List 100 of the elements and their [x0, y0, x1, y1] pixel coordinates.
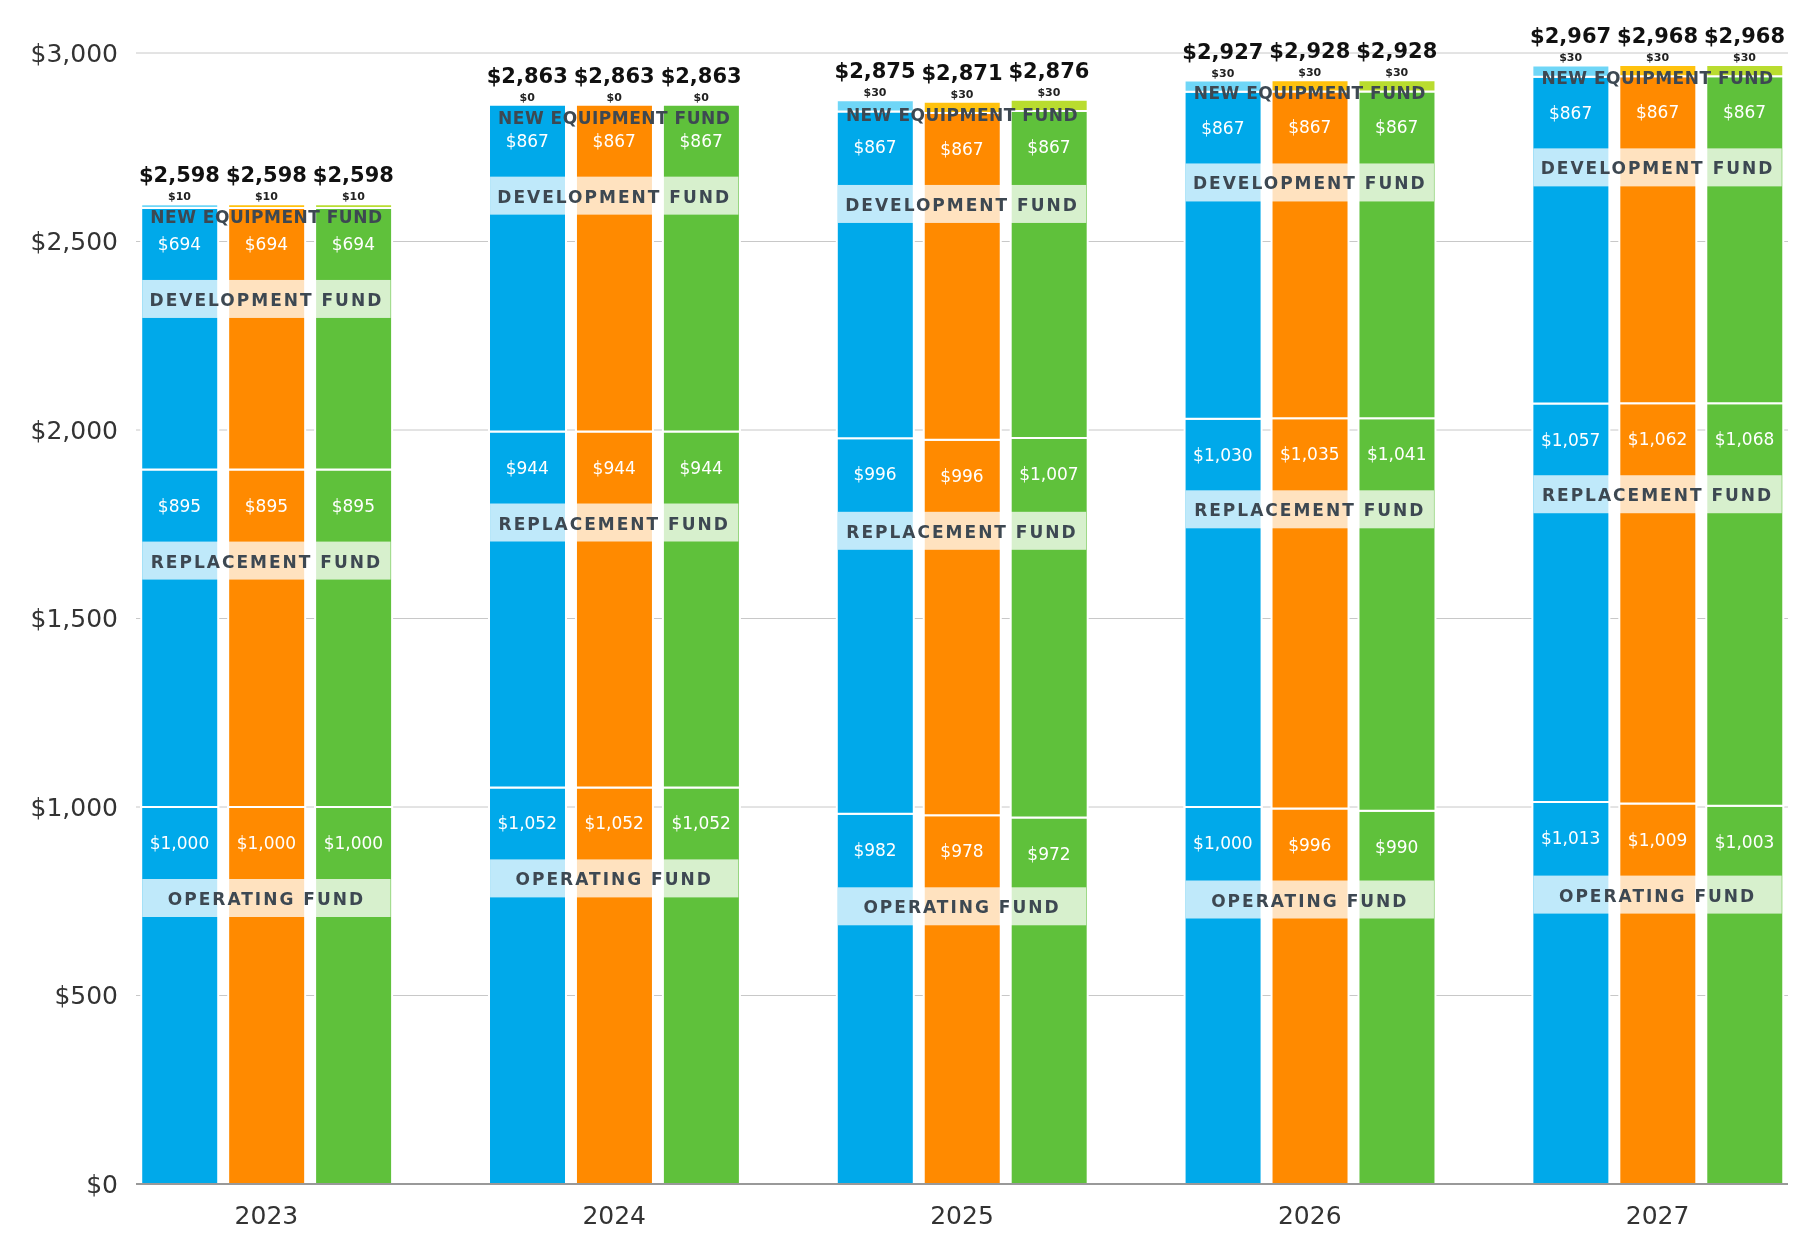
- data-label: $978: [940, 841, 984, 862]
- data-label: $944: [592, 457, 636, 478]
- data-label: $867: [1201, 117, 1245, 138]
- data-label: $1,009: [1627, 829, 1688, 850]
- data-label: $867: [1635, 102, 1680, 123]
- data-label: $944: [679, 457, 723, 478]
- data-label: $1,030: [1193, 444, 1253, 465]
- data-label: $694: [331, 233, 375, 254]
- data-label: $867: [592, 130, 636, 151]
- y-tick-label: $0: [86, 1169, 118, 1199]
- y-tick-label: $1,000: [30, 792, 118, 822]
- data-label: $867: [1722, 102, 1767, 123]
- x-tick-label: 2026: [1277, 1200, 1342, 1230]
- data-label: $10: [167, 190, 192, 204]
- total-label: $2,598: [312, 163, 394, 188]
- data-label: $996: [853, 464, 897, 485]
- text: OPERATING FUND: [1558, 885, 1757, 906]
- text: DEVELOPMENT FUND: [149, 289, 384, 310]
- data-label: $1,000: [1193, 833, 1253, 853]
- data-label: $867: [940, 138, 984, 159]
- y-tick-label: $2,000: [30, 415, 118, 445]
- total-label: $2,598: [138, 163, 220, 188]
- total-label: $2,598: [225, 163, 307, 188]
- y-tick-label: $500: [54, 981, 118, 1011]
- data-label: $972: [1027, 843, 1071, 864]
- total-label: $2,967: [1530, 24, 1612, 49]
- series-label: REPLACEMENT FUND: [150, 551, 383, 572]
- data-label: $30: [1211, 66, 1235, 80]
- text: REPLACEMENT FUND: [846, 521, 1078, 542]
- data-label: $694: [244, 233, 289, 254]
- text: REPLACEMENT FUND: [1194, 500, 1426, 521]
- data-label: $895: [244, 495, 289, 516]
- x-tick-label: 2027: [1625, 1200, 1690, 1230]
- text: OPERATING FUND: [515, 869, 713, 890]
- total-label: $2,863: [486, 63, 568, 88]
- total-label: $2,876: [1008, 58, 1090, 83]
- series-label: OPERATING FUND: [167, 889, 366, 909]
- total-label: $2,875: [834, 59, 916, 84]
- data-label: $10: [341, 190, 366, 204]
- x-tick-label: 2025: [930, 1200, 994, 1230]
- data-label: $30: [950, 87, 974, 101]
- data-label: $1,007: [1019, 463, 1079, 484]
- data-label: $867: [1375, 117, 1419, 138]
- data-label: $0: [693, 90, 710, 104]
- data-label: $30: [863, 86, 887, 100]
- data-label: $867: [1027, 137, 1071, 158]
- data-label: $1,000: [149, 833, 210, 853]
- data-label: $1,035: [1280, 444, 1340, 465]
- total-label: $2,863: [660, 63, 742, 88]
- series-label: DEVELOPMENT FUND: [497, 186, 732, 207]
- data-label: $30: [1646, 51, 1670, 65]
- data-label: $895: [157, 495, 202, 516]
- y-tick-label: $1,500: [30, 604, 118, 634]
- data-label: $990: [1375, 836, 1419, 857]
- y-tick-label: $2,500: [30, 227, 118, 257]
- data-label: $996: [1288, 834, 1332, 855]
- data-label: $944: [505, 457, 549, 478]
- y-tick-label: $3,000: [30, 38, 118, 68]
- data-label: $982: [853, 839, 897, 860]
- data-label: $1,062: [1627, 429, 1688, 450]
- data-label: $30: [1559, 51, 1583, 65]
- total-label: $2,927: [1182, 39, 1264, 64]
- total-label: $2,871: [921, 60, 1003, 85]
- data-label: $1,003: [1714, 831, 1775, 852]
- x-tick-label: 2023: [234, 1200, 299, 1230]
- data-label: $0: [606, 90, 623, 104]
- data-label: $1,000: [323, 833, 384, 853]
- data-label: $0: [519, 90, 536, 104]
- data-label: $867: [679, 130, 723, 151]
- data-label: $867: [1549, 102, 1593, 123]
- data-label: $10: [254, 190, 279, 204]
- data-label: $1,000: [236, 833, 297, 853]
- data-label: $30: [1298, 66, 1322, 80]
- data-label: $30: [1037, 85, 1061, 99]
- data-label: $694: [157, 233, 202, 254]
- data-label: $996: [940, 465, 984, 486]
- text: REPLACEMENT FUND: [1541, 485, 1774, 506]
- data-label: $1,052: [497, 813, 558, 834]
- data-label: $895: [331, 495, 375, 516]
- total-label: $2,928: [1356, 39, 1438, 64]
- data-label: $30: [1733, 51, 1757, 65]
- data-label: $867: [853, 137, 897, 158]
- data-label: $1,041: [1366, 444, 1427, 465]
- total-label: $2,928: [1269, 39, 1351, 64]
- text: DEVELOPMENT FUND: [1540, 158, 1775, 179]
- text: OPERATING FUND: [1211, 890, 1409, 911]
- data-label: $1,052: [584, 813, 644, 834]
- data-label: $30: [1385, 66, 1409, 80]
- data-label: $867: [1288, 117, 1332, 138]
- text: OPERATING FUND: [863, 897, 1061, 918]
- total-label: $2,968: [1617, 24, 1699, 49]
- text: DEVELOPMENT FUND: [1192, 173, 1427, 194]
- x-tick-label: 2024: [582, 1200, 647, 1230]
- text: DEVELOPMENT FUND: [845, 194, 1079, 215]
- text: REPLACEMENT FUND: [498, 513, 730, 534]
- data-label: $867: [505, 130, 549, 151]
- data-label: $1,052: [671, 813, 731, 834]
- data-label: $1,013: [1540, 828, 1601, 849]
- total-label: $2,968: [1704, 24, 1786, 49]
- data-label: $1,057: [1540, 429, 1601, 450]
